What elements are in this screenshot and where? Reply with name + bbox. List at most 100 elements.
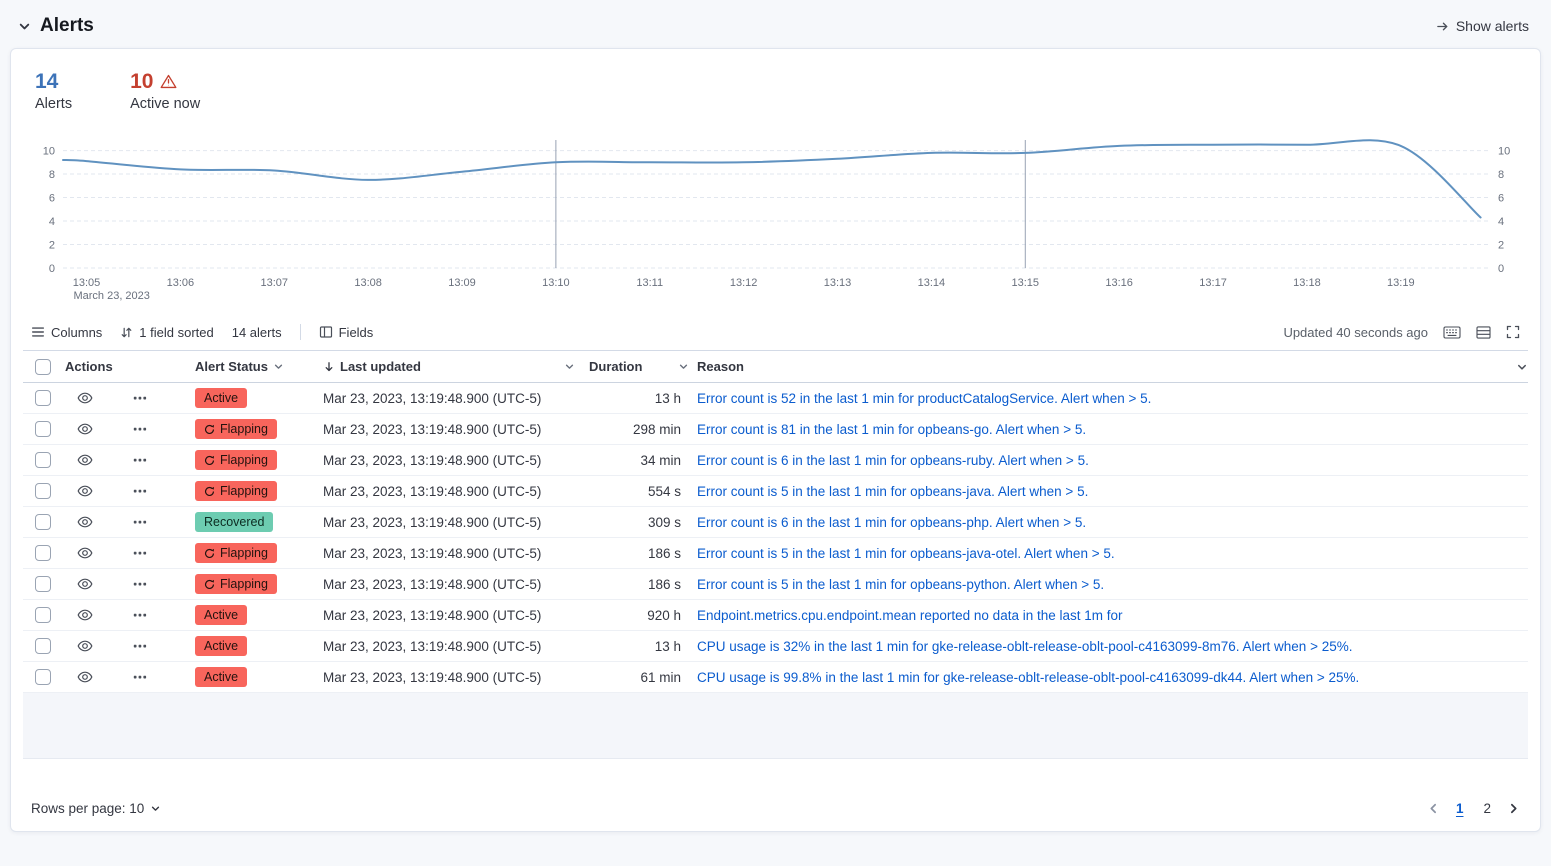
row-checkbox[interactable] [35,483,51,500]
reason-link[interactable]: CPU usage is 32% in the last 1 min for g… [697,638,1353,654]
more-actions-icon[interactable] [133,391,147,405]
column-header-reason[interactable]: Reason [697,359,744,375]
page-number-2[interactable]: 2 [1483,801,1491,816]
row-checkbox[interactable] [35,669,51,686]
more-actions-icon[interactable] [133,670,147,684]
alerts-table: Actions Alert Status Last updated Durati… [11,350,1540,694]
last-updated-cell: Mar 23, 2023, 13:19:48.900 (UTC-5) [323,452,542,468]
eye-icon[interactable] [77,576,93,592]
rows-per-page-label: Rows per page: 10 [31,801,145,816]
table-row: Flapping Mar 23, 2023, 13:19:48.900 (UTC-… [23,445,1528,477]
last-updated-cell: Mar 23, 2023, 13:19:48.900 (UTC-5) [323,390,542,406]
keyboard-icon[interactable] [1443,326,1461,339]
eye-icon[interactable] [77,545,93,561]
fields-icon [319,325,333,339]
alerts-summary: 14 Alerts 10 Active now [11,49,1540,116]
row-checkbox[interactable] [35,514,51,531]
reason-link[interactable]: Error count is 81 in the last 1 min for … [697,421,1087,437]
last-updated-cell: Mar 23, 2023, 13:19:48.900 (UTC-5) [323,638,542,654]
svg-text:2: 2 [49,240,55,252]
duration-cell: 186 s [647,576,681,592]
row-checkbox[interactable] [35,638,51,655]
row-checkbox[interactable] [35,545,51,562]
last-updated-cell: Mar 23, 2023, 13:19:48.900 (UTC-5) [323,576,542,592]
eye-icon[interactable] [77,421,93,437]
flapping-icon [204,548,215,559]
last-updated-cell: Mar 23, 2023, 13:19:48.900 (UTC-5) [323,421,542,437]
row-checkbox[interactable] [35,452,51,469]
duration-cell: 309 s [647,514,681,530]
duration-cell: 298 min [632,421,681,437]
svg-text:13:17: 13:17 [1199,277,1227,289]
next-page-icon[interactable] [1507,802,1520,815]
show-alerts-link[interactable]: Show alerts [1436,18,1529,34]
last-updated-cell: Mar 23, 2023, 13:19:48.900 (UTC-5) [323,669,542,685]
reason-link[interactable]: Error count is 5 in the last 1 min for o… [697,576,1105,592]
eye-icon[interactable] [77,390,93,406]
last-updated-cell: Mar 23, 2023, 13:19:48.900 (UTC-5) [323,514,542,530]
sort-fields-button[interactable]: 1 field sorted [120,324,214,340]
row-checkbox[interactable] [35,576,51,593]
eye-icon[interactable] [77,638,93,654]
reason-link[interactable]: Endpoint.metrics.cpu.endpoint.mean repor… [697,607,1123,623]
svg-text:13:06: 13:06 [167,277,195,289]
svg-text:13:13: 13:13 [824,277,852,289]
eye-icon[interactable] [77,452,93,468]
svg-text:8: 8 [1498,169,1504,181]
eye-icon[interactable] [77,607,93,623]
more-actions-icon[interactable] [133,453,147,467]
reason-link[interactable]: Error count is 52 in the last 1 min for … [697,390,1152,406]
grid-options-chevron-icon[interactable] [1516,361,1528,373]
reason-link[interactable]: Error count is 5 in the last 1 min for o… [697,483,1089,499]
eye-icon[interactable] [77,514,93,530]
more-actions-icon[interactable] [133,608,147,622]
row-checkbox[interactable] [35,607,51,624]
section-header: Alerts Show alerts [0,0,1551,48]
row-checkbox[interactable] [35,421,51,438]
flapping-icon [204,579,215,590]
alerts-chart: 0 0 2 2 4 4 6 6 8 8 10 10 13:05 13:06 13:07 13:08 13:09 1… [11,116,1540,308]
svg-text:13:18: 13:18 [1293,277,1321,289]
prev-page-icon[interactable] [1427,802,1440,815]
svg-text:13:07: 13:07 [260,277,288,289]
more-actions-icon[interactable] [133,422,147,436]
column-header-last-updated[interactable]: Last updated [323,359,585,374]
fullscreen-icon[interactable] [1506,325,1520,339]
eye-icon[interactable] [77,483,93,499]
reason-link[interactable]: Error count is 6 in the last 1 min for o… [697,452,1089,468]
grid-toolbar: Columns 1 field sorted 14 alerts Fields … [11,308,1540,350]
duration-cell: 34 min [640,452,681,468]
alerts-count-value: 14 [35,70,59,93]
duration-cell: 554 s [647,483,681,499]
svg-text:13:15: 13:15 [1012,277,1040,289]
more-actions-icon[interactable] [133,639,147,653]
status-badge: Flapping [195,574,277,595]
chevron-down-icon [679,364,688,370]
more-actions-icon[interactable] [133,546,147,560]
alerts-panel: 14 Alerts 10 Active now 0 0 2 2 4 4 6 6 8 8 10 10 13… [10,48,1541,832]
columns-button[interactable]: Columns [31,325,102,340]
row-checkbox[interactable] [35,390,51,407]
flapping-icon [204,486,215,497]
reason-link[interactable]: Error count is 6 in the last 1 min for o… [697,514,1087,530]
column-header-duration[interactable]: Duration [585,359,695,374]
sorted-label: 1 field sorted [139,324,214,340]
reason-link[interactable]: CPU usage is 99.8% in the last 1 min for… [697,669,1360,685]
show-alerts-label: Show alerts [1455,18,1529,34]
collapse-chevron-down-icon[interactable] [18,20,31,33]
column-header-status[interactable]: Alert Status [195,359,323,374]
rows-per-page-button[interactable]: Rows per page: 10 [31,801,161,816]
reason-link[interactable]: Error count is 5 in the last 1 min for o… [697,545,1115,561]
more-actions-icon[interactable] [133,515,147,529]
page-number-1[interactable]: 1 [1455,801,1464,816]
status-badge: Active [195,667,248,688]
density-icon[interactable] [1476,326,1491,339]
table-row: Flapping Mar 23, 2023, 13:19:48.900 (UTC-… [23,538,1528,570]
svg-text:13:10: 13:10 [542,277,570,289]
fields-button[interactable]: Fields [319,325,373,340]
eye-icon[interactable] [77,669,93,685]
select-all-checkbox[interactable] [35,358,51,375]
more-actions-icon[interactable] [133,484,147,498]
more-actions-icon[interactable] [133,577,147,591]
